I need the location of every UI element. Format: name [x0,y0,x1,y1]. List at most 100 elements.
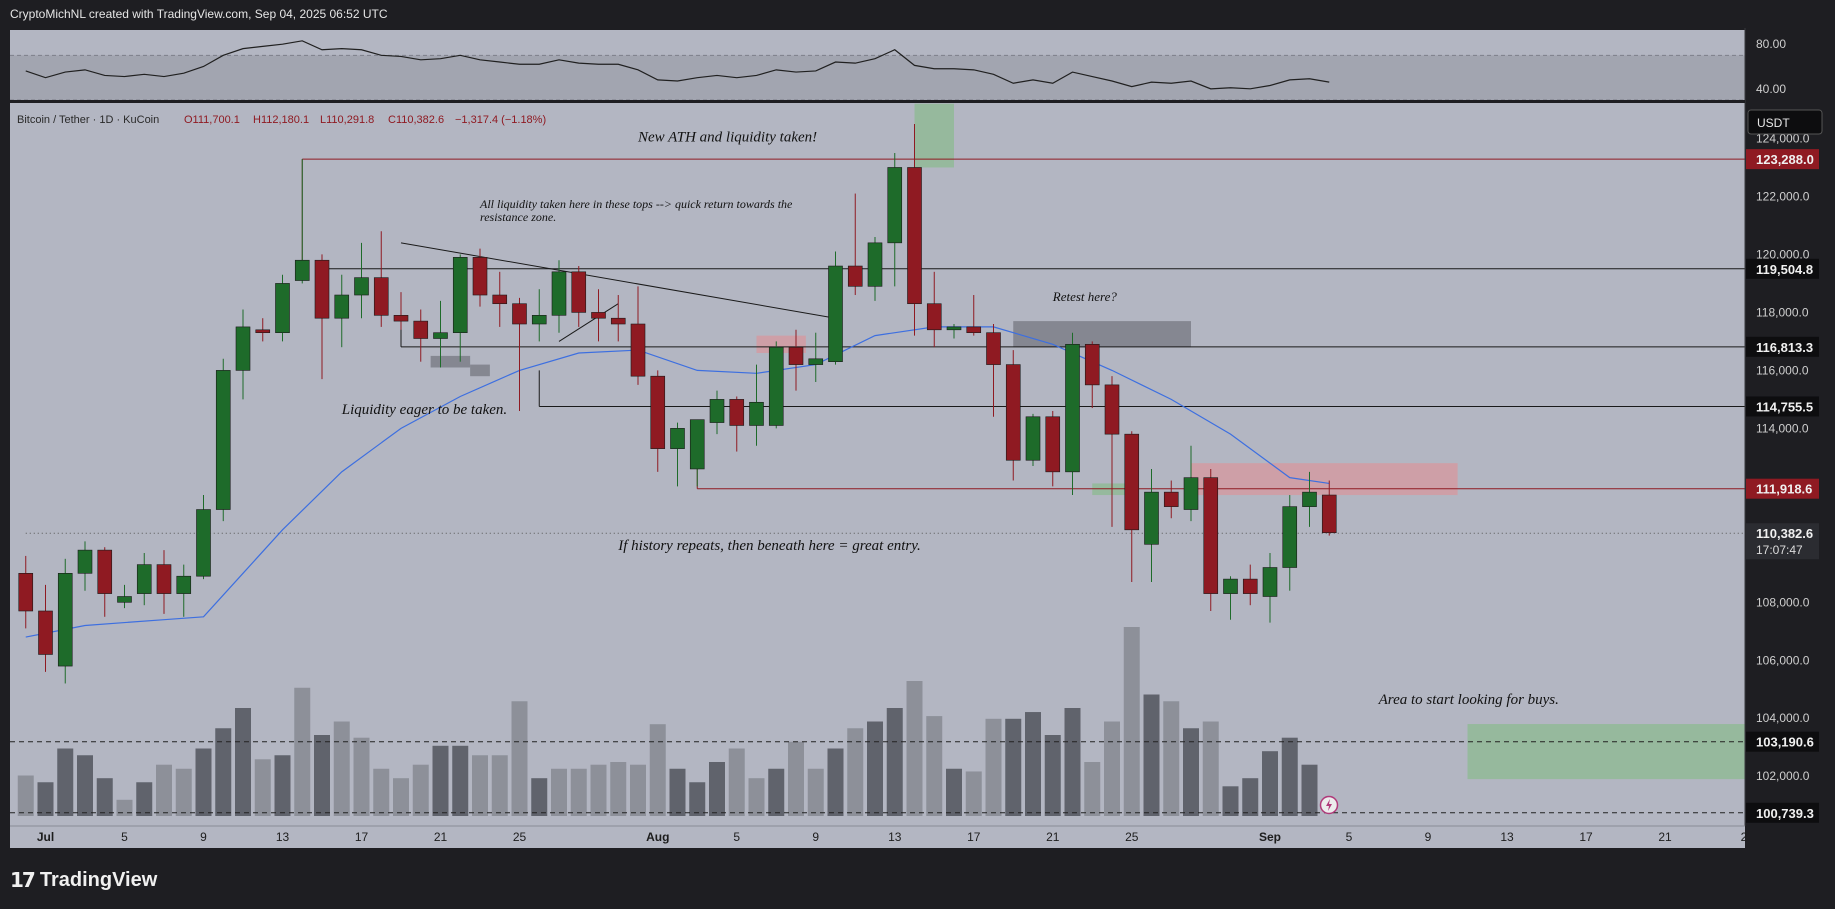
time-axis[interactable]: Jul 5 9 13 17 21 25 Aug 5 9 13 17 21 25 Sep 5 9 13 17 21 2 [10,825,1748,848]
candle-body [1262,567,1278,597]
candle-body [57,573,73,667]
candle-body [1203,477,1219,594]
price-label-box [1746,258,1819,279]
volume-bar [788,741,804,816]
price-label: 119,504.8 [1756,262,1813,277]
volume-bar [1183,728,1199,816]
candle-body [77,549,93,574]
volume-bar [511,701,528,816]
x-tick-label: 5 [1346,830,1353,844]
candle-body [1223,578,1238,594]
volume-bar [610,762,627,816]
rsi-tick-label: 80.00 [1756,37,1786,51]
volume-bar [946,768,962,816]
candle-body [709,399,725,423]
candle-body [966,326,982,334]
candle-body [551,271,567,316]
candle [1163,480,1179,519]
chart-area[interactable]: New ATH and liquidity taken! All liquidit… [0,0,1835,851]
candle [670,422,685,487]
candle [215,358,231,522]
candle [1242,564,1258,606]
rsi-pane [10,30,1745,103]
candle-body [512,303,527,325]
volume-bar [551,768,567,816]
x-tick-label: 2 [1741,830,1748,844]
x-tick-label: Jul [37,830,54,844]
ohlc-close: C110,382.6 [388,114,444,126]
volume-bar [393,778,409,816]
volume-bar [1281,737,1298,816]
candle [393,292,409,330]
y-tick-label: 116,000.0 [1756,363,1809,377]
zone-box-green [1467,724,1764,780]
ohlc-change: −1,317.4 (−1.18%) [455,114,546,126]
price-label-box [1746,478,1819,499]
tradingview-logo[interactable]: 17 TradingView [10,865,157,895]
annotation-buys: Area to start looking for buys. [1378,692,1559,708]
candle-body [689,419,705,470]
x-tick-label: 25 [1125,830,1139,844]
price-axis[interactable]: 80.00 40.00 102,000.0 104,000.0 106,000.0 108… [1744,28,1835,851]
candle-body [393,315,409,322]
candle [1321,480,1337,536]
price-label-box [1746,336,1819,357]
candle [571,266,587,327]
moving-average-line [25,326,1330,638]
candle [433,300,448,368]
price-label: 123,288.0 [1756,152,1814,167]
candle-body [433,332,448,339]
candle-body [650,375,666,449]
candle-body [808,358,824,365]
lightning-icon[interactable] [1319,795,1339,815]
volume-bar [886,708,903,816]
candle-body [413,320,429,339]
candle-body [828,265,843,362]
top-header: CryptoMichNL created with TradingView.co… [0,0,1835,28]
annotation-text: Area to start looking for buys. [1378,692,1559,708]
candle [314,254,330,380]
rsi-band [10,55,1745,100]
candle [373,231,389,327]
x-tick-label: 5 [121,830,128,844]
candle [136,553,152,606]
candle-body [887,167,903,244]
candle-body [492,294,508,305]
symbol-legend: Bitcoin / Tether · 1D · KuCoin O111,700.1… [17,114,546,126]
candle-body [176,575,192,594]
volume-bar [1222,786,1239,816]
candle-body [38,610,53,655]
candle [867,237,883,301]
candle-body [472,257,488,296]
candle-body [946,326,962,331]
annotation-history: If history repeats, then beneath here = … [617,538,921,554]
candle-body [1282,506,1298,568]
candle-body [610,317,626,325]
candle [196,495,211,580]
currency-badge[interactable] [1747,109,1823,135]
candle-body [373,277,389,316]
candle [176,564,192,617]
y-tick-label: 106,000.0 [1756,653,1810,667]
candle [275,274,290,342]
volume-bar [412,764,429,816]
candle [334,274,350,348]
y-tick-label: 122,000.0 [1756,189,1810,203]
ohlc-open: O111,700.1 [184,114,240,126]
candle [117,584,132,609]
volume-bar [807,768,824,816]
candle-body [1321,494,1337,534]
volume-bar [353,737,370,816]
candle [18,555,34,629]
price-label-box [1746,523,1819,560]
candle-body [117,596,132,603]
lightning-icon-bolt [1326,799,1332,811]
candle-body [591,312,606,319]
candle [808,332,824,382]
volume-bar [491,755,508,816]
x-tick-label: 17 [355,830,369,844]
candle [1104,376,1120,527]
x-tick-label: Sep [1259,830,1281,844]
candles [18,123,1337,684]
x-tick-label: 9 [1425,830,1432,844]
